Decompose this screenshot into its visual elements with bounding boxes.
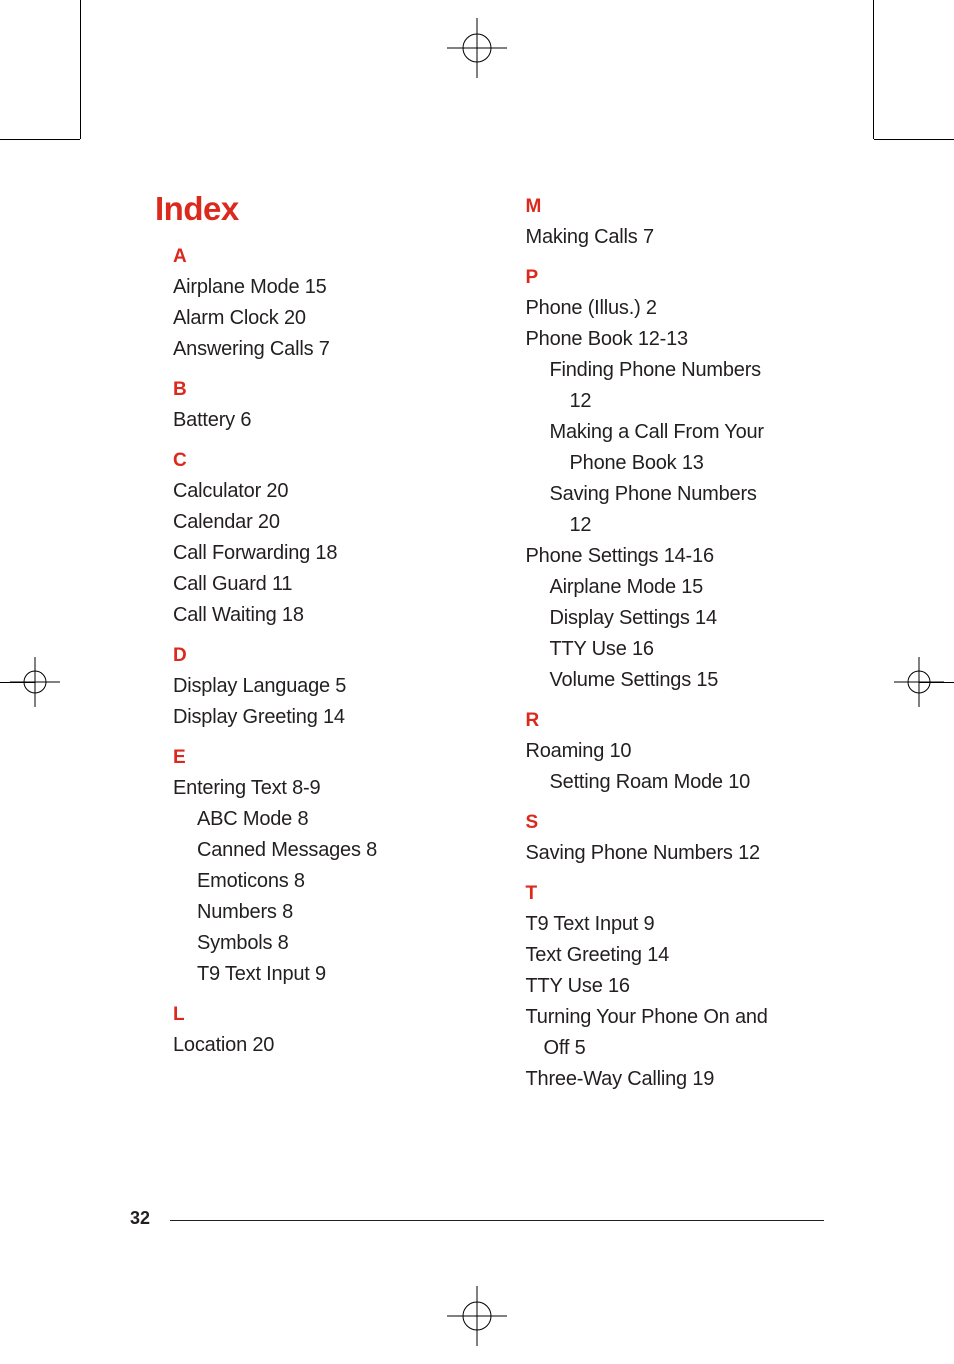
index-entry: Answering Calls 7: [155, 334, 472, 365]
index-entry: T9 Text Input 9: [508, 909, 825, 940]
index-subentry: Airplane Mode 15: [508, 572, 825, 603]
page-footer-rule: [170, 1220, 824, 1221]
index-subentry: Finding Phone Numbers12: [508, 355, 825, 417]
index-subentry: Making a Call From YourPhone Book 13: [508, 417, 825, 479]
index-letter: D: [155, 645, 472, 667]
index-entry: Calculator 20: [155, 476, 472, 507]
index-subentry: Emoticons 8: [155, 866, 472, 897]
index-entry: Alarm Clock 20: [155, 303, 472, 334]
index-subentry: ABC Mode 8: [155, 804, 472, 835]
index-entry: Calendar 20: [155, 507, 472, 538]
index-entry: Battery 6: [155, 405, 472, 436]
index-letter: C: [155, 450, 472, 472]
index-entry: Three-Way Calling 19: [508, 1064, 825, 1095]
index-entry: Saving Phone Numbers 12: [508, 838, 825, 869]
index-entry: Entering Text 8-9: [155, 773, 472, 804]
index-entry: Phone Book 12-13: [508, 324, 825, 355]
index-subentry: Canned Messages 8: [155, 835, 472, 866]
index-entry: TTY Use 16: [508, 971, 825, 1002]
index-entry: Display Greeting 14: [155, 702, 472, 733]
index-entry: Text Greeting 14: [508, 940, 825, 971]
index-letter: A: [155, 246, 472, 268]
index-entry: Location 20: [155, 1030, 472, 1061]
index-entry: Airplane Mode 15: [155, 272, 472, 303]
crop-mark: [0, 139, 80, 140]
index-letter: M: [508, 196, 825, 218]
index-subentry: Numbers 8: [155, 897, 472, 928]
index-subentry: TTY Use 16: [508, 634, 825, 665]
index-entry: Call Waiting 18: [155, 600, 472, 631]
registration-mark-icon: [894, 657, 944, 707]
index-subentry: Volume Settings 15: [508, 665, 825, 696]
index-title: Index: [155, 190, 472, 228]
index-letter: L: [155, 1004, 472, 1026]
index-entry: Call Guard 11: [155, 569, 472, 600]
index-entry: Phone Settings 14-16: [508, 541, 825, 572]
index-entry: Turning Your Phone On andOff 5: [508, 1002, 825, 1064]
index-entry: Making Calls 7: [508, 222, 825, 253]
registration-mark-icon: [447, 1286, 507, 1346]
index-subentry: Symbols 8: [155, 928, 472, 959]
crop-mark: [80, 0, 81, 139]
index-entry: Roaming 10: [508, 736, 825, 767]
page-content: Index AAirplane Mode 15Alarm Clock 20Ans…: [155, 190, 824, 1204]
index-letter: R: [508, 710, 825, 732]
crop-mark: [874, 139, 954, 140]
index-letter: P: [508, 267, 825, 289]
index-subentry: Saving Phone Numbers12: [508, 479, 825, 541]
index-subentry: Display Settings 14: [508, 603, 825, 634]
crop-mark: [873, 0, 874, 139]
index-letter: B: [155, 379, 472, 401]
registration-mark-icon: [10, 657, 60, 707]
page-number: 32: [130, 1208, 150, 1229]
index-right-column: M Making Calls 7 P Phone (Illus.) 2Phone Bo…: [508, 190, 825, 1204]
index-entry: Phone (Illus.) 2: [508, 293, 825, 324]
index-letter: T: [508, 883, 825, 905]
index-subentry: T9 Text Input 9: [155, 959, 472, 990]
index-letter: E: [155, 747, 472, 769]
registration-mark-icon: [447, 18, 507, 78]
index-entry: Call Forwarding 18: [155, 538, 472, 569]
index-entry: Display Language 5: [155, 671, 472, 702]
index-subentry: Setting Roam Mode 10: [508, 767, 825, 798]
index-letter: S: [508, 812, 825, 834]
index-left-column: Index A Airplane Mode 15Alarm Clock 20Ans…: [155, 190, 472, 1204]
